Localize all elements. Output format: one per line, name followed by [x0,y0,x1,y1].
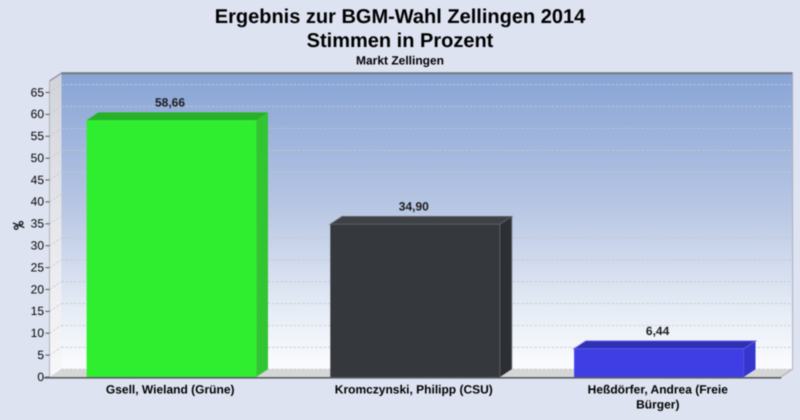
svg-text:25: 25 [31,260,45,274]
svg-text:5: 5 [37,348,44,362]
svg-text:60: 60 [31,107,45,121]
svg-text:45: 45 [31,173,45,187]
svg-text:Stimmen in Prozent: Stimmen in Prozent [307,30,494,52]
svg-text:34,90: 34,90 [399,199,429,213]
svg-text:Heßdörfer, Andrea (Freie: Heßdörfer, Andrea (Freie [588,382,729,396]
svg-text:15: 15 [31,304,45,318]
svg-text:0: 0 [37,370,44,384]
svg-text:20: 20 [31,282,45,296]
svg-text:6,44: 6,44 [646,324,670,338]
svg-text:Ergebnis zur BGM-Wahl Zellinge: Ergebnis zur BGM-Wahl Zellingen 2014 [215,6,586,28]
svg-text:10: 10 [31,326,45,340]
svg-text:30: 30 [31,239,45,253]
svg-text:58,66: 58,66 [155,95,185,109]
svg-text:Gsell, Wieland (Grüne): Gsell, Wieland (Grüne) [106,382,235,396]
svg-text:35: 35 [31,217,45,231]
svg-text:Kromczynski, Philipp (CSU): Kromczynski, Philipp (CSU) [335,382,493,396]
svg-text:50: 50 [31,151,45,165]
svg-text:55: 55 [31,129,45,143]
svg-text:Bürger): Bürger) [636,398,679,412]
svg-text:Markt Zellingen: Markt Zellingen [356,54,444,68]
svg-text:65: 65 [31,85,45,99]
svg-text:40: 40 [31,195,45,209]
